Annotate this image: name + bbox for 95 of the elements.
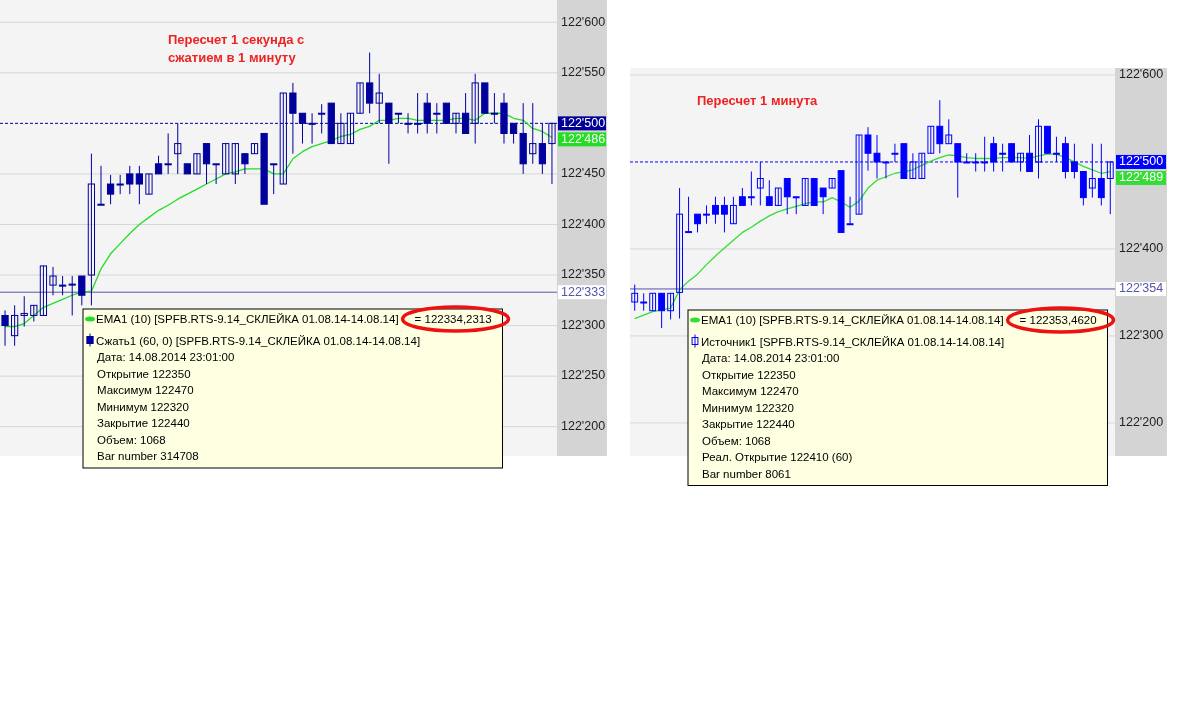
candlestick bbox=[164, 132, 172, 175]
candlestick bbox=[774, 187, 782, 206]
annotation: Дата: 14.08.2014 23:01:00 bbox=[702, 352, 840, 364]
annotation: Максимум 122470 bbox=[702, 385, 799, 397]
y-tick-label: 122'400 bbox=[561, 216, 606, 231]
y-tick-label: 122'250 bbox=[561, 368, 606, 383]
annotation: Максимум 122470 bbox=[97, 384, 194, 396]
legend-label: EMA1 (10) [SPFB.RTS-9.14_СКЛЕЙКА 01.08.14-14.08.14] bbox=[96, 313, 399, 325]
text: 122'486 bbox=[561, 131, 606, 146]
candlestick bbox=[193, 153, 201, 175]
candlestick bbox=[126, 165, 134, 195]
candlestick bbox=[1, 309, 9, 347]
y-tick-label: 122'300 bbox=[1119, 328, 1164, 343]
annotation: Открытие 122350 bbox=[702, 368, 796, 381]
candlestick bbox=[649, 292, 657, 312]
candlestick bbox=[11, 304, 19, 347]
text: Bar number 8061 bbox=[702, 467, 791, 480]
y-tick-label: 122'550 bbox=[561, 65, 606, 80]
legend-label: Источник1 [SPFB.RTS-9.14_СКЛЕЙКА 01.08.14-14.08.14] bbox=[701, 335, 1005, 348]
annotation: Закрытие 122440 bbox=[97, 417, 190, 429]
candlestick bbox=[366, 52, 374, 114]
candlestick bbox=[730, 196, 737, 225]
candlestick bbox=[694, 213, 701, 233]
candlestick bbox=[135, 165, 143, 205]
ref-line-label: 122'500 bbox=[561, 115, 606, 130]
annotation: Реал. Открытие 122410 (60) bbox=[702, 451, 853, 463]
candlestick bbox=[145, 173, 153, 195]
y-tick-label: 122'200 bbox=[1119, 415, 1164, 430]
candlestick bbox=[202, 143, 211, 185]
candlestick bbox=[385, 102, 393, 165]
candlestick bbox=[712, 196, 719, 225]
candlestick bbox=[49, 266, 57, 296]
y-tick-label: 122'600 bbox=[561, 14, 606, 29]
candlestick bbox=[801, 177, 809, 206]
legend-label: Сжать1 (60, 0) [SPFB.RTS-9.14_СКЛЕЙКА 01.08.14-14.08.14] bbox=[96, 334, 421, 347]
text: Пересчет 1 секунда с сжатием в 1 минуту bbox=[168, 32, 305, 65]
candlestick bbox=[819, 187, 827, 215]
candlestick bbox=[375, 73, 383, 124]
text: 122'489 bbox=[1119, 170, 1164, 185]
legend-label: EMA1 (10) [SPFB.RTS-9.14_СКЛЕЙКА 01.08.14-14.08.14] bbox=[701, 314, 1004, 326]
candlestick bbox=[490, 92, 499, 124]
candlestick bbox=[270, 163, 278, 195]
candlestick bbox=[20, 295, 28, 328]
candlestick bbox=[747, 171, 755, 206]
ref-line-label: 122'354 bbox=[1119, 281, 1164, 296]
annotation: Дата: 14.08.2014 23:01:00 bbox=[97, 351, 235, 363]
text: Пересчет 1 минута bbox=[697, 93, 819, 108]
candlestick bbox=[667, 292, 675, 320]
annotation: Объем: 1068 bbox=[97, 433, 166, 446]
candlestick bbox=[97, 165, 105, 206]
candlestick bbox=[68, 275, 76, 316]
candlestick bbox=[685, 196, 692, 234]
annotation: Минимум 122320 bbox=[97, 400, 189, 413]
y-tick-label: 122'400 bbox=[1119, 241, 1164, 256]
candlestick bbox=[212, 163, 220, 185]
annotation: = 122353,4620 bbox=[1019, 314, 1097, 326]
candlestick bbox=[58, 275, 67, 296]
annotation: Закрытие 122440 bbox=[702, 418, 795, 430]
candlestick bbox=[945, 118, 953, 145]
candlestick bbox=[356, 82, 364, 114]
candlestick bbox=[703, 204, 710, 225]
ref-line-label: 122'333 bbox=[561, 284, 606, 299]
y-tick-label: 122'600 bbox=[1119, 67, 1164, 82]
annotation: Bar number 314708 bbox=[97, 450, 199, 462]
candlestick bbox=[721, 196, 728, 233]
candlestick bbox=[676, 187, 683, 320]
candlestick bbox=[765, 179, 773, 206]
candlestick bbox=[828, 177, 836, 189]
candlestick bbox=[116, 174, 124, 195]
candlestick bbox=[39, 265, 48, 316]
annotation: Минимум 122320 bbox=[702, 401, 794, 414]
annotation: Объем: 1068 bbox=[702, 434, 771, 447]
annotation: Открытие 122350 bbox=[97, 367, 191, 380]
candlestick bbox=[658, 292, 666, 329]
y-tick-label: 122'450 bbox=[561, 166, 606, 181]
y-tick-label: 122'350 bbox=[561, 267, 606, 282]
ref-line-label: 122'500 bbox=[1119, 154, 1164, 169]
candlestick bbox=[222, 143, 230, 175]
candlestick bbox=[936, 99, 944, 154]
y-tick-label: 122'300 bbox=[561, 317, 606, 332]
candlestick bbox=[106, 174, 115, 205]
candlestick bbox=[231, 143, 239, 185]
candlestick bbox=[927, 125, 935, 154]
candlestick bbox=[78, 275, 86, 306]
candlestick bbox=[241, 153, 249, 175]
candlestick bbox=[30, 304, 38, 323]
y-tick-label: 122'200 bbox=[561, 418, 606, 433]
annotation: = 122334,2313 bbox=[414, 313, 492, 325]
candlestick bbox=[792, 196, 800, 215]
candlestick bbox=[631, 284, 639, 312]
candlestick bbox=[783, 177, 791, 215]
candlestick bbox=[87, 153, 96, 306]
candlestick bbox=[846, 196, 854, 226]
candlestick bbox=[250, 143, 259, 155]
candlestick bbox=[154, 155, 163, 175]
